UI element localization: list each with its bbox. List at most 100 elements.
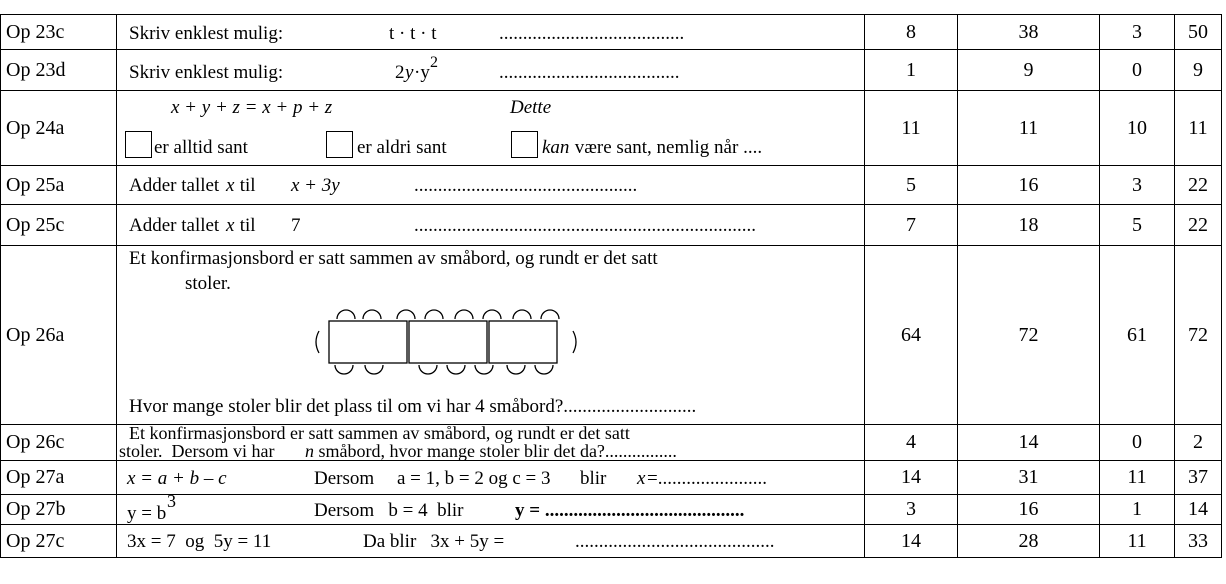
label: Op 27c (0, 525, 117, 557)
value: 11 (1100, 461, 1175, 494)
text: ........................................… (575, 531, 775, 552)
text: Hvor mange stoler blir det plass til om … (129, 396, 697, 417)
label: Op 23d (0, 50, 117, 90)
text: er alltid sant (154, 137, 248, 158)
value: 11 (865, 91, 958, 165)
value: 8 (865, 15, 958, 49)
value: 14 (865, 525, 958, 557)
value: 5 (1100, 205, 1175, 245)
row: Op 23c Skriv enklest mulig: t · t · t ..… (0, 14, 1222, 50)
text: er aldri sant (357, 137, 447, 158)
value: 1 (1100, 495, 1175, 524)
value: 33 (1175, 525, 1222, 557)
question: Et konfirmasjonsbord er satt sammen av s… (117, 246, 865, 424)
text: x + 3y (291, 175, 340, 196)
value: 31 (958, 461, 1100, 494)
value: 11 (1175, 91, 1222, 165)
text: blir (580, 468, 607, 489)
text: ·y (414, 62, 430, 83)
value: 4 (865, 425, 958, 460)
text: være sant, nemlig når .... (570, 137, 763, 158)
value: 5 (865, 166, 958, 204)
text: n (305, 441, 314, 461)
text: Adder tallet (129, 215, 224, 236)
question: Adder tallet x til x + 3y ..............… (117, 166, 865, 204)
text: x (226, 175, 235, 196)
label: Op 27b (0, 495, 117, 524)
value: 14 (958, 425, 1100, 460)
text: Skriv enklest mulig: (129, 23, 284, 44)
value: 10 (1100, 91, 1175, 165)
row: Op 26c Et konfirmasjonsbord er satt samm… (0, 423, 1222, 461)
label: Op 24a (0, 91, 117, 165)
value: 9 (1175, 50, 1222, 90)
value: 14 (1175, 495, 1222, 524)
value: 0 (1100, 425, 1175, 460)
text: kan (542, 137, 570, 158)
text: y = b (127, 503, 167, 524)
text: Dersom b = 4 blir (314, 500, 464, 521)
row: Op 27a x = a + b – c Dersom a = 1, b = 2… (0, 460, 1222, 495)
label: Op 23c (0, 15, 117, 49)
text: stoler. (185, 273, 231, 294)
value: 72 (1175, 246, 1222, 424)
text: Adder tallet (129, 175, 224, 196)
value: 7 (865, 205, 958, 245)
row: Op 25c Adder tallet x til 7 ............… (0, 204, 1222, 246)
value: 3 (1100, 166, 1175, 204)
checkbox (326, 131, 353, 158)
checkbox (511, 131, 538, 158)
label: Op 27a (0, 461, 117, 494)
question: Skriv enklest mulig: t · t · t .........… (117, 15, 865, 49)
row: Op 24a x + y + z = x + p + z Dette er al… (0, 90, 1222, 166)
text: ........................................… (414, 175, 638, 196)
superscript: 2 (430, 54, 438, 71)
text: stoler. Dersom vi har (119, 441, 279, 461)
row: Op 27b y = b 3 Dersom b = 4 blir y = ...… (0, 491, 1222, 525)
checkbox (125, 131, 152, 158)
value: 37 (1175, 461, 1222, 494)
text: ....................................... (499, 23, 685, 44)
value: 16 (958, 495, 1100, 524)
value: 11 (1100, 525, 1175, 557)
row: Op 26a Et konfirmasjonsbord er satt samm… (0, 245, 1222, 425)
value: 1 (865, 50, 958, 90)
question: y = b 3 Dersom b = 4 blir y = ..........… (117, 491, 865, 524)
value: 0 (1100, 50, 1175, 90)
label: Op 26c (0, 425, 117, 460)
question: Adder tallet x til 7 ...................… (117, 205, 865, 245)
text: y (405, 62, 414, 83)
row: Op 25a Adder tallet x til x + 3y .......… (0, 165, 1222, 205)
row: Op 23d Skriv enklest mulig: 2 y ·y 2 ...… (0, 49, 1222, 91)
label: Op 25a (0, 166, 117, 204)
question: Et konfirmasjonsbord er satt sammen av s… (117, 423, 865, 461)
text: Skriv enklest mulig: (129, 62, 284, 83)
text: 2 (395, 62, 405, 83)
text: til (235, 175, 256, 196)
text: 3x = 7 og 5y = 11 (127, 531, 272, 552)
text: Dette (510, 97, 552, 118)
text: x = a + b – c (127, 468, 227, 489)
value: 22 (1175, 205, 1222, 245)
superscript: 3 (167, 491, 176, 511)
value: 3 (865, 495, 958, 524)
text: a = 1, b = 2 og c = 3 (397, 468, 551, 489)
value: 64 (865, 246, 958, 424)
equation: x + y + z = x + p + z (171, 97, 333, 118)
value: 38 (958, 15, 1100, 49)
text: t · t · t (389, 23, 437, 44)
question: x = a + b – c Dersom a = 1, b = 2 og c =… (117, 461, 865, 494)
label: Op 25c (0, 205, 117, 245)
value: 50 (1175, 15, 1222, 49)
text: ........................................… (414, 215, 756, 236)
text: ...................................... (499, 62, 680, 83)
question: Skriv enklest mulig: 2 y ·y 2 ..........… (117, 50, 865, 90)
text: y = ....................................… (515, 500, 745, 521)
table-diagram (315, 309, 577, 375)
value: 14 (865, 461, 958, 494)
text: småbord, hvor mange stoler blir det da?.… (314, 441, 677, 461)
value: 2 (1175, 425, 1222, 460)
value: 18 (958, 205, 1100, 245)
value: 11 (958, 91, 1100, 165)
